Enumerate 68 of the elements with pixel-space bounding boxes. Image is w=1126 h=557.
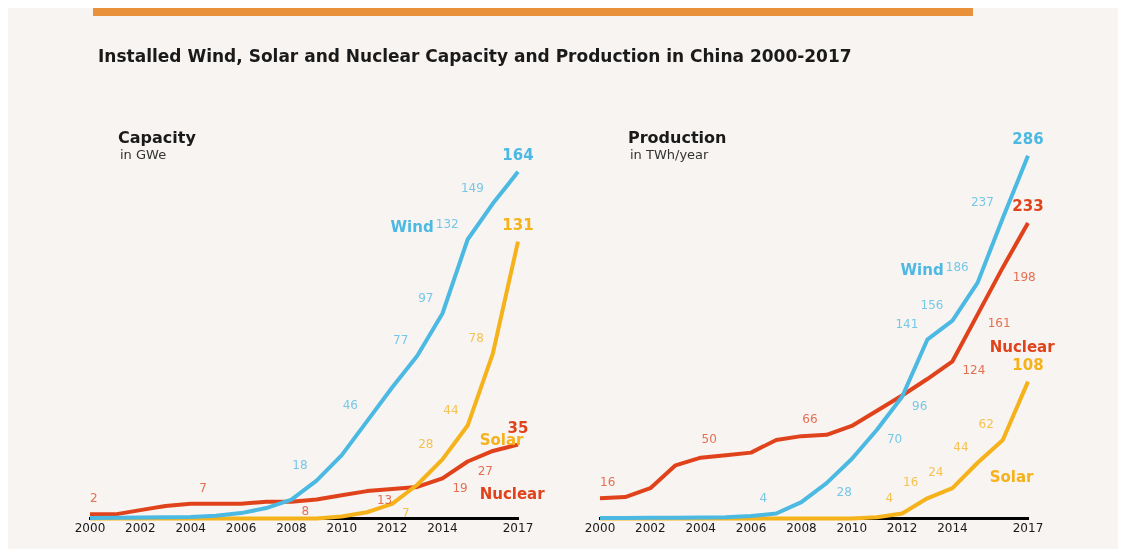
data-label: 8 — [301, 503, 310, 518]
x-tick-label: 2004 — [685, 520, 716, 535]
data-label: 96 — [912, 398, 928, 413]
y-axis-title: in GWe — [120, 147, 168, 162]
x-tick-label: 2000 — [74, 520, 106, 535]
data-label: 2 — [90, 491, 98, 506]
data-label: 186 — [945, 259, 969, 274]
data-label: 62 — [978, 417, 994, 432]
data-label: 198 — [1012, 269, 1036, 284]
x-tick-label: 2012 — [376, 520, 408, 535]
x-tick-label: 2014 — [937, 520, 968, 535]
data-label: 28 — [418, 436, 434, 451]
data-label: 19 — [452, 480, 468, 495]
data-label: 233 — [1012, 197, 1044, 216]
data-label: 164 — [502, 146, 534, 165]
x-tick-label: 2012 — [886, 520, 918, 535]
data-label: 161 — [987, 316, 1011, 331]
data-label: 149 — [460, 180, 484, 195]
data-label: 78 — [468, 330, 484, 345]
x-tick-label: 2004 — [175, 520, 206, 535]
x-tick-label: 2000 — [584, 520, 616, 535]
data-label: 97 — [418, 290, 434, 305]
chart-subtitle: Production — [628, 128, 727, 147]
data-label: 7 — [402, 505, 410, 520]
data-label: 66 — [802, 411, 818, 426]
data-label: 132 — [435, 216, 459, 231]
x-tick-label: 2006 — [735, 520, 767, 535]
data-label: 70 — [886, 431, 903, 446]
data-label: 24 — [928, 465, 944, 480]
data-label: 50 — [701, 432, 717, 447]
data-label: 237 — [970, 195, 994, 210]
data-label: 4 — [885, 490, 894, 505]
data-label: 141 — [895, 316, 919, 331]
text: Wind — [900, 261, 944, 280]
series-label: Solar — [989, 468, 1035, 487]
series-label: Nuclear — [989, 337, 1056, 356]
data-label: 286 — [1012, 130, 1044, 149]
series-label: Nuclear — [479, 484, 546, 503]
data-label: 131 — [502, 216, 534, 234]
x-tick-label: 2010 — [326, 520, 358, 535]
data-label: 27 — [477, 463, 493, 478]
x-tick-label: 2017 — [1012, 520, 1044, 535]
data-label: 7 — [199, 480, 207, 495]
y-axis-title: in TWh/year — [630, 147, 710, 162]
data-label: 46 — [342, 398, 358, 413]
data-label: 4 — [759, 490, 768, 505]
data-label: 16 — [903, 475, 919, 490]
x-tick-label: 2002 — [635, 520, 666, 535]
chart-title: Installed Wind, Solar and Nuclear Capacity and Production in China 2000-2017 — [98, 46, 852, 66]
x-tick-label: 2008 — [786, 520, 817, 535]
data-label: 124 — [962, 363, 986, 378]
data-label: 18 — [292, 457, 308, 472]
x-tick-label: 2017 — [502, 520, 534, 535]
data-label: 28 — [836, 485, 852, 500]
data-label: 44 — [443, 402, 459, 417]
data-label: 44 — [953, 439, 969, 454]
x-tick-label: 2002 — [125, 520, 156, 535]
x-tick-label: 2010 — [836, 520, 868, 535]
text: Wind — [390, 217, 434, 236]
data-label: 16 — [600, 475, 616, 490]
data-label: 13 — [376, 493, 393, 508]
data-label: 108 — [1012, 355, 1044, 374]
x-tick-label: 2008 — [276, 520, 307, 535]
data-label: 77 — [393, 332, 409, 347]
x-tick-label: 2014 — [427, 520, 458, 535]
data-label: 156 — [920, 297, 944, 312]
chart-subtitle: Capacity — [118, 128, 196, 147]
x-tick-label: 2006 — [225, 520, 257, 535]
